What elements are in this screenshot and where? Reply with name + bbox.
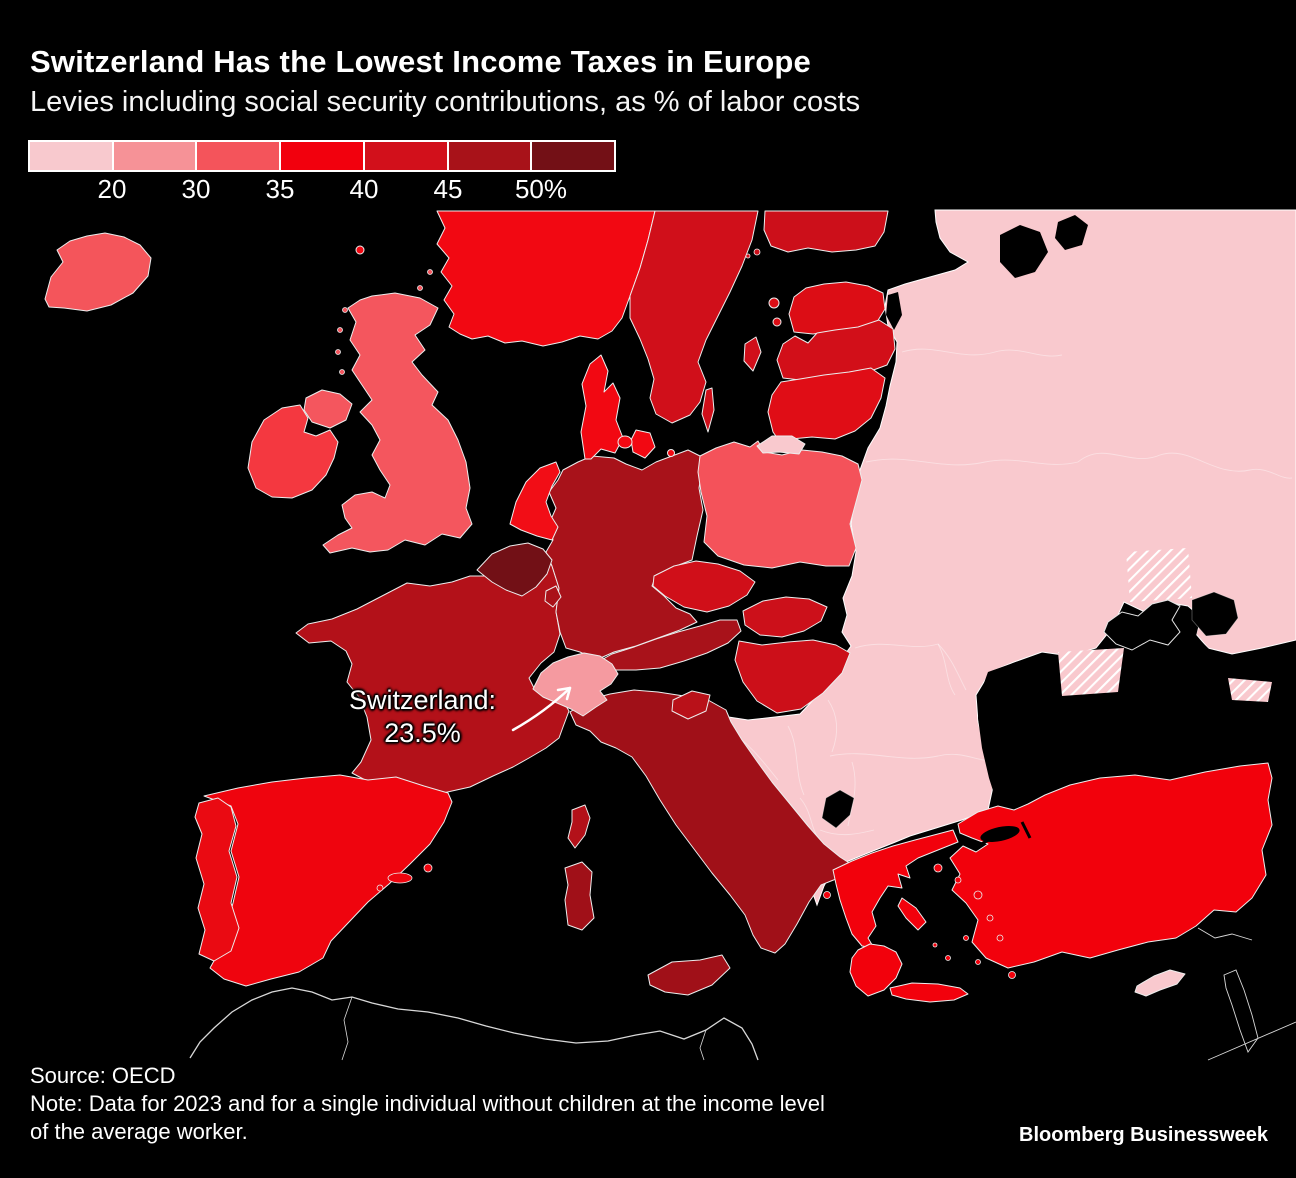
annotation-value-label: 23.5% [384, 718, 461, 748]
island-saaremaa [768, 297, 780, 309]
island-faroe [355, 245, 365, 255]
island-bornholm [667, 449, 675, 457]
legend-label-30: 30 [181, 174, 211, 204]
island-gotland [743, 336, 762, 372]
country-luxembourg [544, 585, 562, 608]
crimea-region [1103, 599, 1181, 651]
source-text: Source: OECD [30, 1063, 176, 1088]
europe-choropleth-map [44, 209, 1296, 1061]
page-subtitle: Levies including social security contrib… [30, 86, 861, 118]
legend-swatch-40-45 [362, 142, 447, 170]
country-poland [697, 440, 863, 569]
country-italy [569, 689, 863, 954]
country-belgium [476, 542, 553, 597]
island-oland [701, 387, 715, 433]
country-turkey [949, 762, 1273, 969]
country-iceland [44, 232, 152, 312]
switzerland-annotation: Switzerland: 23.5% [340, 684, 505, 750]
dardanelles-strait [977, 836, 993, 848]
island-euboea [897, 897, 927, 931]
legend-swatch-under-20 [30, 142, 112, 170]
country-uk [322, 292, 473, 554]
region-peloponnese [849, 943, 903, 997]
island-sardinia [564, 861, 595, 931]
footer-notes: Source: OECD Note: Data for 2023 and for… [30, 1062, 825, 1146]
island-hiiumaa [772, 317, 782, 327]
small-islands [335, 248, 1016, 979]
legend-label-50pct: 50% [514, 174, 568, 204]
color-legend: 20 30 35 40 45 50% [28, 140, 616, 204]
country-sweden [629, 210, 759, 424]
island-funen [617, 435, 633, 449]
bloomberg-businessweek-logo: Bloomberg Businessweek [1019, 1124, 1268, 1146]
legend-label-35: 35 [265, 174, 295, 204]
page-title: Switzerland Has the Lowest Income Taxes … [30, 44, 811, 79]
country-germany [545, 449, 704, 661]
region-northern-ireland [303, 389, 353, 429]
country-slovakia [742, 596, 828, 638]
legend-tick-labels: 20 30 35 40 45 50% [28, 174, 648, 204]
country-ireland [247, 404, 339, 499]
country-greece [832, 829, 959, 949]
note-line-2: of the average worker. [30, 1119, 248, 1144]
legend-label-40: 40 [349, 174, 379, 204]
island-zealand [630, 429, 656, 459]
black-sea [978, 604, 1296, 818]
country-portugal [194, 797, 240, 962]
country-lithuania [767, 367, 886, 440]
legend-color-bar [28, 140, 616, 172]
lakes [886, 215, 1088, 330]
country-finland [763, 210, 889, 253]
note-line-1: Note: Data for 2023 and for a single ind… [30, 1091, 825, 1116]
legend-swatch-20-30 [111, 142, 196, 170]
legend-swatch-30-35 [195, 142, 280, 170]
country-netherlands [509, 461, 561, 541]
no-data-coastlines [189, 927, 1296, 1061]
country-norway [436, 210, 656, 347]
island-sicily [647, 954, 731, 996]
legend-label-20: 20 [97, 174, 127, 204]
island-crete [889, 982, 969, 1003]
annotation-arrow [511, 686, 572, 732]
island-cyprus [1134, 969, 1186, 997]
country-czechia [652, 560, 756, 613]
legend-swatch-over-50 [530, 142, 615, 170]
sea-of-azov [1191, 591, 1239, 637]
country-slovenia [671, 690, 711, 720]
island-corsica [567, 804, 591, 849]
country-spain [203, 774, 453, 987]
bosphorus-strait [1020, 821, 1032, 839]
legend-swatch-45-50 [446, 142, 531, 170]
annotation-country-label: Switzerland: [348, 685, 497, 715]
legend-label-45: 45 [433, 174, 463, 204]
country-hungary [734, 639, 851, 714]
legend-swatch-35-40 [279, 142, 363, 170]
hatched-disputed-areas [1058, 548, 1272, 702]
country-austria [595, 619, 742, 673]
region-kaliningrad [756, 435, 806, 455]
kosovo-region [821, 789, 855, 829]
country-switzerland [532, 652, 619, 717]
country-denmark [580, 354, 624, 460]
